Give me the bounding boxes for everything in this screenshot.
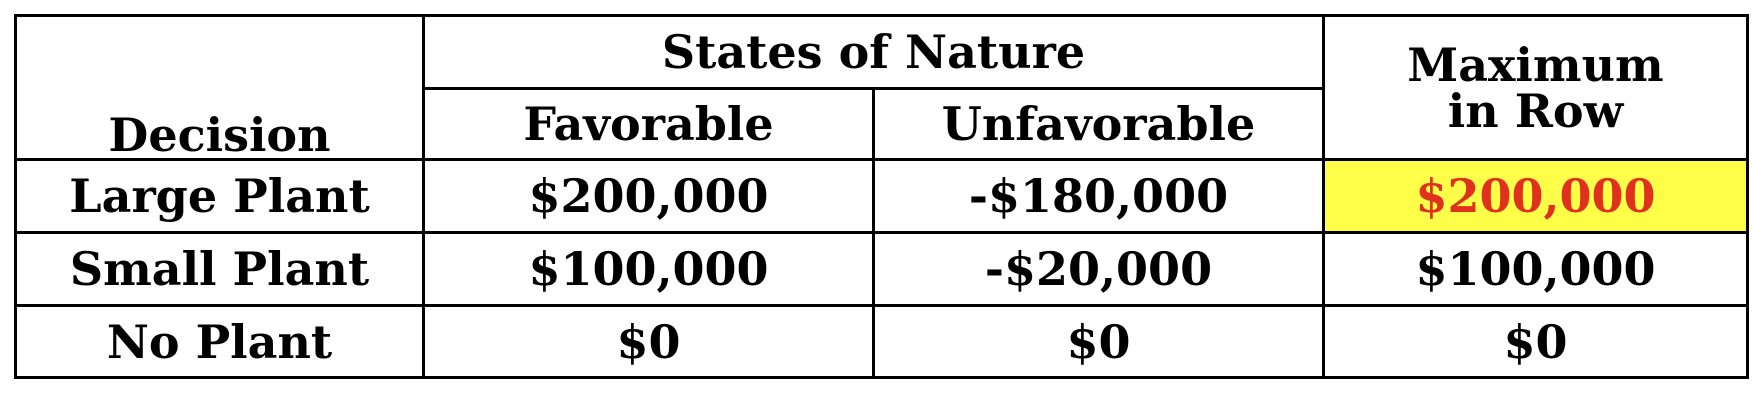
maximum-header-line1: Maximum [1407, 37, 1664, 92]
decision-cell: Large Plant [14, 158, 425, 234]
payoff-table: Decision States of Nature Maximum in Row… [14, 14, 1749, 379]
header-row-top: Decision States of Nature Maximum in Row [14, 14, 1749, 161]
favorable-cell: $100,000 [422, 231, 875, 307]
maximum-header-line2: in Row [1447, 83, 1624, 138]
unfavorable-cell: -$180,000 [872, 158, 1325, 234]
maximum-cell-highlighted: $200,000 [1322, 158, 1749, 234]
decision-cell: Small Plant [14, 231, 425, 307]
favorable-header: Favorable [422, 87, 875, 161]
decision-header: Decision [14, 14, 425, 161]
states-of-nature-header: States of Nature [422, 14, 1325, 90]
table-row-small-plant: Small Plant $100,000 -$20,000 $100,000 [14, 231, 1749, 307]
unfavorable-header: Unfavorable [872, 87, 1325, 161]
table-row-no-plant: No Plant $0 $0 $0 [14, 304, 1749, 379]
maximum-in-row-header: Maximum in Row [1322, 14, 1749, 161]
decision-cell: No Plant [14, 304, 425, 379]
unfavorable-cell: $0 [872, 304, 1325, 379]
table-row-large-plant: Large Plant $200,000 -$180,000 $200,000 [14, 158, 1749, 234]
favorable-cell: $200,000 [422, 158, 875, 234]
favorable-cell: $0 [422, 304, 875, 379]
maximum-cell: $100,000 [1322, 231, 1749, 307]
unfavorable-cell: -$20,000 [872, 231, 1325, 307]
maximum-cell: $0 [1322, 304, 1749, 379]
header-row-bottom: Favorable Unfavorable [16, 87, 1748, 161]
